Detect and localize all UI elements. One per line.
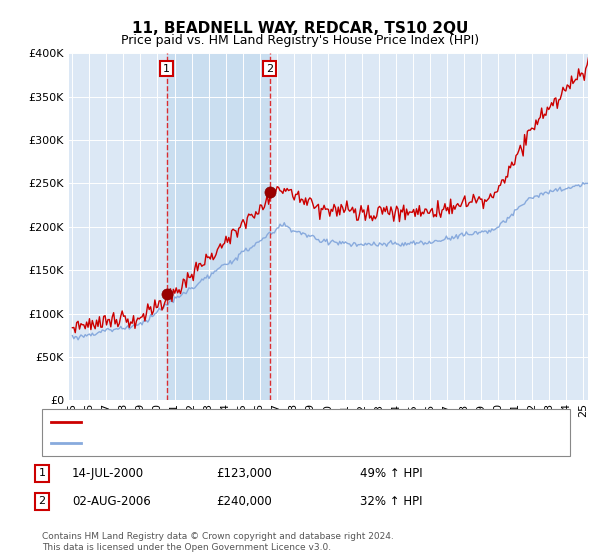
Text: 11, BEADNELL WAY, REDCAR, TS10 2QU: 11, BEADNELL WAY, REDCAR, TS10 2QU <box>132 21 468 36</box>
Text: £123,000: £123,000 <box>216 466 272 480</box>
Text: 02-AUG-2006: 02-AUG-2006 <box>72 494 151 508</box>
Text: 11, BEADNELL WAY, REDCAR, TS10 2QU (detached house): 11, BEADNELL WAY, REDCAR, TS10 2QU (deta… <box>87 417 412 427</box>
Text: HPI: Average price, detached house, Redcar and Cleveland: HPI: Average price, detached house, Redc… <box>87 438 416 448</box>
Text: 32% ↑ HPI: 32% ↑ HPI <box>360 494 422 508</box>
Text: 49% ↑ HPI: 49% ↑ HPI <box>360 466 422 480</box>
Text: 1: 1 <box>163 64 170 73</box>
Text: £240,000: £240,000 <box>216 494 272 508</box>
Text: Price paid vs. HM Land Registry's House Price Index (HPI): Price paid vs. HM Land Registry's House … <box>121 34 479 46</box>
Text: Contains HM Land Registry data © Crown copyright and database right 2024.
This d: Contains HM Land Registry data © Crown c… <box>42 532 394 552</box>
Text: 2: 2 <box>38 496 46 506</box>
Bar <box>167 53 269 400</box>
Text: 1: 1 <box>38 468 46 478</box>
Text: 14-JUL-2000: 14-JUL-2000 <box>72 466 144 480</box>
Text: 2: 2 <box>266 64 273 73</box>
